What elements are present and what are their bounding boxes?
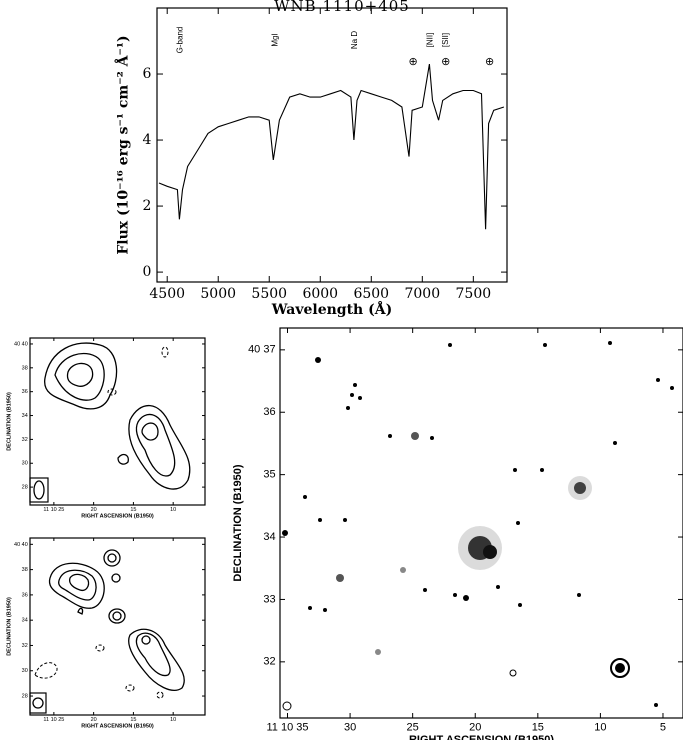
- y-tick-label: 34: [263, 531, 275, 543]
- spectrum-line: [158, 64, 505, 230]
- y-tick-label: 28: [22, 485, 28, 491]
- y-tick-label: 36: [22, 389, 28, 395]
- optical-image: [280, 328, 683, 718]
- y-axis-label: DECLINATION (B1950): [7, 597, 13, 656]
- x-tick-label: 11 10 25: [43, 717, 64, 723]
- plot-frame: [156, 7, 508, 283]
- plot-frame: [29, 537, 206, 716]
- radio-contours-bottom: [29, 549, 185, 714]
- annotation: ⊕: [441, 56, 450, 68]
- x-axis-label: RIGHT ASCENSION (B1950): [409, 734, 554, 740]
- y-tick-label: 30: [22, 668, 28, 674]
- y-tick-label: 40 37: [248, 344, 276, 356]
- x-tick-label: 20: [469, 721, 481, 733]
- x-tick-label: 5000: [200, 286, 236, 302]
- plot-frame: [279, 327, 683, 719]
- x-axis-label: RIGHT ASCENSION (B1950): [81, 723, 154, 729]
- y-tick-label: 32: [263, 656, 275, 668]
- y-tick-label: 32: [22, 643, 28, 649]
- x-tick-label: 5: [660, 721, 666, 733]
- x-tick-label: 10: [170, 507, 176, 513]
- x-tick-label: 15: [130, 717, 136, 723]
- y-tick-label: 0: [142, 264, 151, 280]
- y-axis-label: Flux (10⁻¹⁶ erg s⁻¹ cm⁻² Å⁻¹): [113, 35, 131, 254]
- y-tick-label: 36: [263, 406, 275, 418]
- radio-contours-top: [29, 342, 191, 503]
- x-tick-label: 6500: [353, 286, 389, 302]
- annotation: ⊕: [409, 56, 418, 68]
- x-tick-label: 10: [594, 721, 606, 733]
- x-tick-label: 7500: [456, 286, 492, 302]
- x-axis-label: Wavelength (Å): [271, 300, 392, 318]
- y-tick-label: 40 40: [14, 542, 28, 548]
- plot-frame: [29, 337, 206, 506]
- y-tick-label: 35: [263, 469, 275, 481]
- y-tick-label: 38: [22, 365, 28, 371]
- y-axis-label: DECLINATION (B1950): [232, 464, 244, 581]
- y-tick-label: 34: [22, 413, 28, 419]
- y-tick-label: 30: [22, 461, 28, 467]
- x-axis-label: RIGHT ASCENSION (B1950): [81, 513, 154, 519]
- x-tick-label: 4500: [149, 286, 185, 302]
- annotation: MgI: [270, 33, 279, 46]
- y-tick-label: 4: [142, 132, 151, 148]
- y-tick-label: 32: [22, 437, 28, 443]
- y-tick-label: 2: [142, 198, 151, 214]
- x-tick-label: 6000: [302, 286, 338, 302]
- x-tick-label: 25: [407, 721, 419, 733]
- annotation: G-band: [176, 27, 185, 54]
- x-tick-label: 30: [344, 721, 356, 733]
- x-tick-label: 20: [91, 717, 97, 723]
- chart-title: WNB 1110+405: [274, 0, 410, 15]
- x-tick-label: 15: [130, 507, 136, 513]
- y-tick-label: 38: [22, 567, 28, 573]
- x-tick-label: 7000: [404, 286, 440, 302]
- y-axis-label: DECLINATION (B1950): [7, 392, 13, 451]
- x-tick-label: 15: [532, 721, 544, 733]
- annotation: [NII]: [426, 33, 435, 48]
- y-tick-label: 34: [22, 618, 28, 624]
- y-tick-label: 40 40: [14, 341, 28, 347]
- y-tick-label: 36: [22, 592, 28, 598]
- x-tick-label: 11 10 35: [267, 721, 309, 733]
- annotation: Na D: [350, 31, 359, 49]
- x-tick-label: 20: [91, 507, 97, 513]
- x-tick-label: 11 10 25: [43, 507, 64, 513]
- x-tick-label: 10: [170, 717, 176, 723]
- y-tick-label: 28: [22, 693, 28, 699]
- annotation: [SII]: [441, 33, 450, 47]
- x-tick-label: 5500: [251, 286, 287, 302]
- y-tick-label: 33: [263, 593, 275, 605]
- annotation: ⊕: [485, 56, 494, 68]
- y-tick-label: 6: [142, 66, 151, 82]
